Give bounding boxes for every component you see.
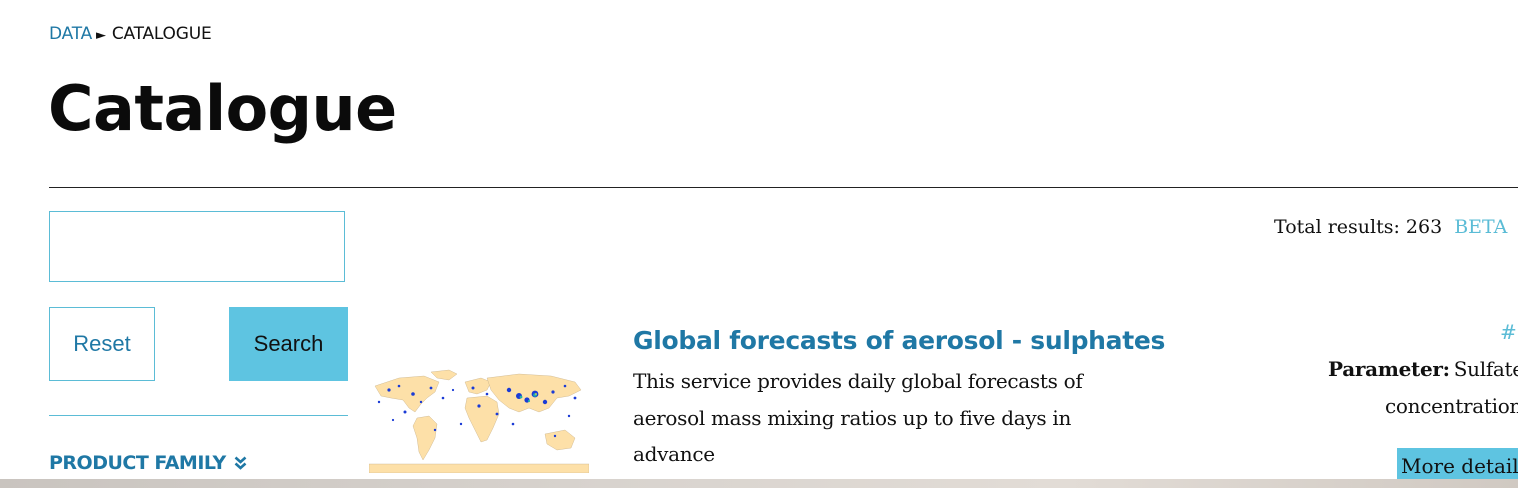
breadcrumb: DATA ► CATALOGUE xyxy=(49,24,212,44)
page-title: Catalogue xyxy=(48,72,397,145)
product-family-facet-toggle[interactable]: PRODUCT FAMILY xyxy=(49,452,247,474)
parameter-value-line2: concentration xyxy=(1385,394,1518,418)
breadcrumb-data-link[interactable]: DATA xyxy=(49,24,92,44)
parameter-label: Parameter: xyxy=(1328,357,1450,381)
reset-button[interactable]: Reset xyxy=(49,307,155,381)
result-thumbnail[interactable] xyxy=(368,368,590,474)
product-family-label: PRODUCT FAMILY xyxy=(49,452,226,474)
search-input[interactable] xyxy=(49,211,345,282)
total-results-count: Total results: 263 xyxy=(1274,216,1443,238)
more-details-button[interactable]: More details xyxy=(1397,448,1518,484)
double-chevron-down-icon xyxy=(229,454,247,473)
beta-badge: BETA xyxy=(1454,216,1508,238)
result-description: This service provides daily global forec… xyxy=(633,369,1083,466)
result-title-link[interactable]: Global forecasts of aerosol - sulphates xyxy=(633,326,1166,355)
search-button[interactable]: Search xyxy=(229,307,348,381)
breadcrumb-current: CATALOGUE xyxy=(111,24,212,44)
parameter-value: Sulfate xyxy=(1453,357,1518,381)
world-map-thumbnail-icon xyxy=(368,368,590,474)
sidebar-divider xyxy=(49,415,348,416)
result-id: #1 xyxy=(1500,320,1518,344)
breadcrumb-separator-icon: ► xyxy=(96,28,106,43)
page-bottom-edge xyxy=(0,479,1518,488)
total-results: Total results: 263 BETA xyxy=(1274,216,1507,238)
title-divider xyxy=(49,187,1518,188)
result-parameter: Parameter: Sulfate xyxy=(1328,357,1518,381)
